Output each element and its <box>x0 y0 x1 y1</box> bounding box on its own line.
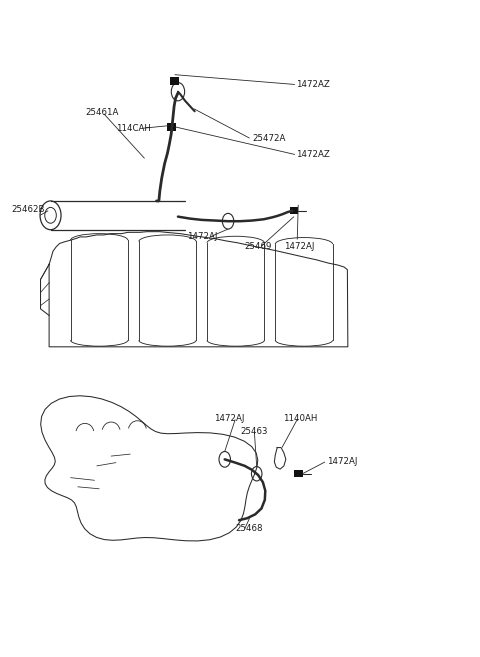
Text: 1472AJ: 1472AJ <box>188 232 218 240</box>
Text: 25468: 25468 <box>235 524 263 533</box>
Text: 25463: 25463 <box>240 426 267 436</box>
Polygon shape <box>294 470 302 477</box>
Polygon shape <box>167 124 176 131</box>
Text: 114CAH: 114CAH <box>116 124 151 133</box>
Text: 1472AJ: 1472AJ <box>284 242 315 250</box>
Text: 1472AZ: 1472AZ <box>296 150 330 159</box>
Polygon shape <box>170 78 180 85</box>
Text: 1140AH: 1140AH <box>283 415 317 423</box>
Text: 25469: 25469 <box>245 242 272 250</box>
Text: 1472AJ: 1472AJ <box>327 457 357 466</box>
Text: 25462B: 25462B <box>11 205 45 214</box>
Text: 25472A: 25472A <box>252 133 285 143</box>
Polygon shape <box>289 207 298 214</box>
Text: 25461A: 25461A <box>85 108 118 117</box>
Text: 1472AJ: 1472AJ <box>214 415 244 423</box>
Text: 1472AZ: 1472AZ <box>296 80 330 89</box>
